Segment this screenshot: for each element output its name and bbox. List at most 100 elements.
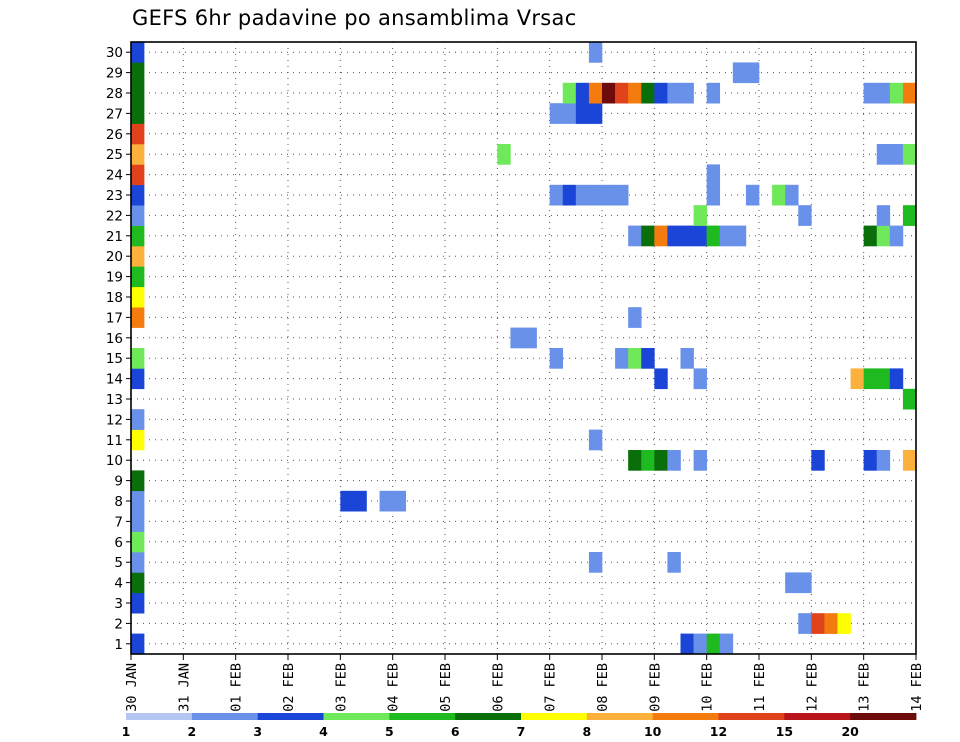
heatmap-cell [785,184,799,206]
y-tick-label: 29 [106,66,123,82]
heatmap-cell [667,225,681,247]
x-tick-label: 03 FEB [333,663,349,712]
colorbar-swatch [850,713,917,720]
heatmap-cell [628,307,642,328]
heatmap-cell [131,592,145,614]
heatmap-cell [131,409,145,430]
y-tick-label: 10 [106,453,123,469]
heatmap-cell [876,450,891,471]
heatmap-cell [131,552,145,573]
y-tick-label: 20 [106,249,123,265]
colorbar-swatch [521,713,588,720]
y-tick-label: 1 [114,637,123,653]
y-tick-label: 11 [106,433,123,449]
heatmap-cell [131,633,145,655]
heatmap-cell [824,613,838,634]
heatmap-cell [889,82,904,104]
heatmap-cell [131,123,145,145]
y-tick-label: 24 [106,168,123,184]
heatmap-cell [131,307,145,328]
colorbar-swatch [126,713,193,720]
heatmap-cell [876,82,891,104]
heatmap-cell [667,552,681,573]
heatmap-cell [693,205,707,226]
heatmap-cell [588,552,603,573]
heatmap-cell [641,450,655,471]
heatmap-cell [876,205,891,226]
x-tick-label: 04 FEB [386,663,402,712]
heatmap-cell [628,450,642,471]
heatmap-cell [732,62,747,84]
heatmap-cell [706,82,721,104]
y-tick-label: 2 [114,616,123,632]
colorbar-label: 5 [385,724,394,739]
heatmap-cell [602,82,616,104]
heatmap-cell [575,103,590,124]
heatmap-cell [549,348,564,369]
heatmap-cell [131,205,145,226]
y-tick-label: 17 [106,310,123,326]
heatmap-cell [654,82,668,104]
heatmap-cell [131,144,145,165]
heatmap-cell [863,368,878,390]
heatmap-cell [131,531,145,553]
heatmap-cell [680,225,694,247]
heatmap-cell [902,388,917,410]
heatmap-cell [131,225,145,247]
colorbar-swatch [586,713,654,720]
y-tick-label: 15 [106,351,123,367]
heatmap-cell [693,633,707,655]
y-tick-label: 25 [106,147,123,163]
heatmap-cell [693,368,707,390]
x-tick-label: 09 FEB [647,663,663,712]
colorbar-label: 4 [319,724,328,739]
heatmap-cell [876,225,891,247]
heatmap-cell [641,225,655,247]
y-tick-label: 26 [106,127,123,143]
y-tick-label: 7 [114,514,123,530]
heatmap-cell [732,225,747,247]
heatmap-cell [628,225,642,247]
heatmap-cell [588,42,603,63]
y-tick-label: 30 [106,45,123,61]
heatmap-cell [131,286,145,308]
heatmap-cell [562,103,577,124]
heatmap-cell [131,511,145,532]
heatmap-cell [785,572,799,594]
colorbar-swatch [652,713,719,720]
colorbar-label: 8 [582,724,591,739]
heatmap-cell [706,225,721,247]
heatmap-cell [131,429,145,451]
heatmap-cell [667,82,681,104]
heatmap-cell [549,184,564,206]
heatmap-cell [588,429,603,451]
heatmap-cell [745,184,760,206]
heatmap-cell [131,62,145,84]
heatmap-cell [863,450,878,471]
heatmap-cell [615,184,629,206]
y-tick-label: 21 [106,229,123,245]
y-tick-label: 5 [114,555,123,571]
colorbar-label: 15 [776,724,793,739]
colorbar-swatch [323,713,390,720]
heatmap-cell [641,82,655,104]
heatmap-cell [628,82,642,104]
y-tick-label: 13 [106,392,123,408]
colorbar-label: 10 [644,724,662,739]
heatmap-cell [575,184,590,206]
x-tick-label: 01 FEB [229,663,245,712]
heatmap-cell [131,266,145,288]
y-tick-label: 28 [106,86,123,102]
heatmap-cell [693,225,707,247]
y-tick-label: 9 [114,474,123,490]
heatmap-cell [798,205,812,226]
y-tick-label: 19 [106,270,123,286]
heatmap-cell [641,348,655,369]
x-tick-label: 08 FEB [595,663,611,712]
x-tick-label: 14 FEB [909,663,925,712]
heatmap-cell [811,450,825,471]
heatmap-cell [562,184,577,206]
y-tick-label: 23 [106,188,123,204]
heatmap-cell [588,184,603,206]
